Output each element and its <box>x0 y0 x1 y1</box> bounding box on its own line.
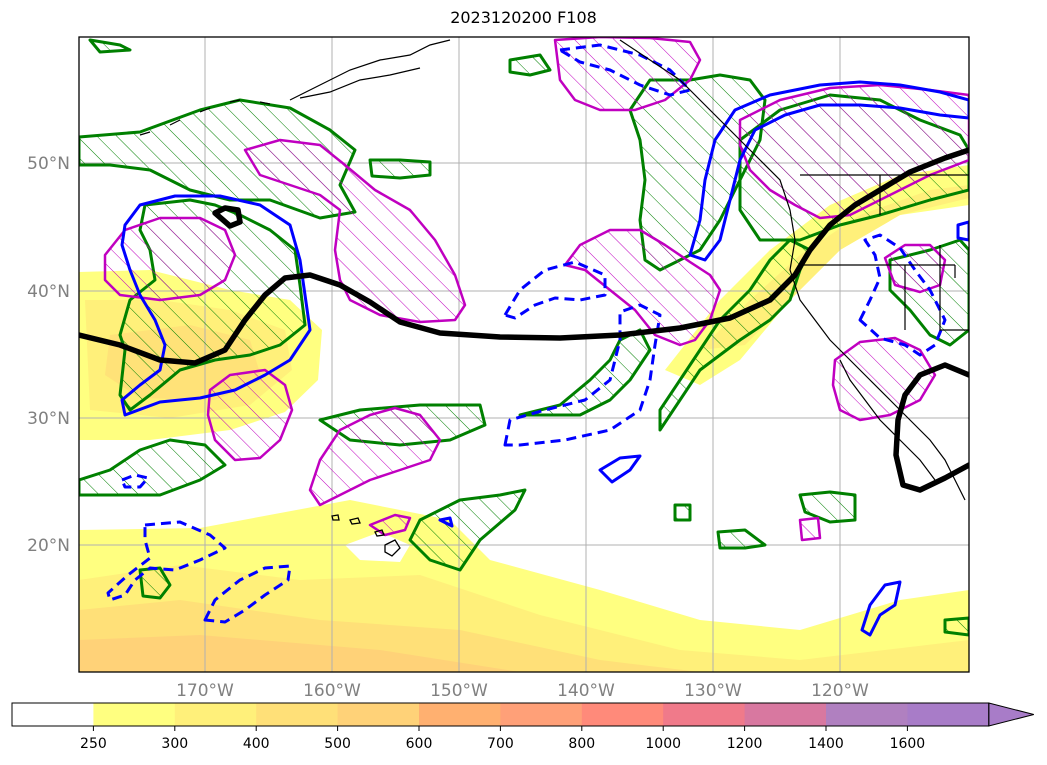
magenta-region-nw-coast <box>738 83 969 220</box>
magenta-region-small <box>798 516 822 542</box>
green-region-small-g <box>943 616 969 637</box>
blue-contour-small-c <box>956 220 969 242</box>
blue-solid-contours <box>120 80 969 637</box>
blue-contour-small-a <box>598 454 642 484</box>
map-title: 2023120200 F108 <box>450 8 597 27</box>
green-region-small-b <box>798 490 857 524</box>
lon-label-150w: 150°W <box>430 681 488 701</box>
green-region-central <box>518 328 652 417</box>
magenta-region-subtropic <box>308 406 442 507</box>
colorbar-label-3: 500 <box>324 736 351 752</box>
colorbar-segment-1 <box>93 703 176 726</box>
lat-label-20: 20°N <box>27 536 70 556</box>
lon-label-130w: 130°W <box>684 681 742 701</box>
lat-labels: 20°N 30°N 40°N 50°N <box>27 154 70 556</box>
island-maui <box>374 529 385 537</box>
colorbar-label-10: 1600 <box>890 736 926 752</box>
lat-label-40: 40°N <box>27 282 70 302</box>
island-big <box>384 539 401 557</box>
coastline-gulf-alaska <box>619 39 966 501</box>
map-plot-area <box>79 37 969 672</box>
colorbar-segment-5 <box>419 703 501 726</box>
magenta-region-gulf-alaska <box>553 37 702 112</box>
jet-axis-small-loop <box>212 205 243 229</box>
green-region-hawaii <box>408 488 527 572</box>
jet-axis-main <box>79 147 969 366</box>
blue-dashed-central <box>503 260 607 320</box>
blue-contour-small-b <box>860 580 902 637</box>
colorbar-segment-11 <box>907 703 990 726</box>
colorbar: 250 300 400 500 600 700 800 1000 1200 1400 1600 <box>11 702 1034 752</box>
green-region-small-a <box>368 158 432 180</box>
blue-dashed-south-a <box>106 520 227 602</box>
green-region-south-west <box>79 438 227 497</box>
magenta-contours <box>103 37 969 542</box>
state-borders <box>800 174 969 331</box>
colorbar-extend-arrow <box>988 702 1034 727</box>
lon-label-160w: 160°W <box>303 681 361 701</box>
colorbar-segment-8 <box>663 703 746 726</box>
island-oahu <box>349 517 361 525</box>
coastlines <box>139 39 969 501</box>
magenta-region-central <box>563 228 722 347</box>
green-region-small-h <box>673 503 692 522</box>
colorbar-segment-9 <box>744 703 827 726</box>
blue-contour-coast <box>688 80 969 262</box>
green-region-small-c <box>716 528 767 550</box>
colorbar-segment-7 <box>581 703 664 726</box>
colorbar-segment-4 <box>337 703 420 726</box>
colorbar-segment-6 <box>500 703 583 726</box>
coastline-alaska <box>289 39 451 101</box>
green-region-small-f <box>88 38 132 54</box>
blue-dashed-contours <box>106 43 947 624</box>
coastline-baja <box>839 359 936 481</box>
colorbar-label-0: 250 <box>80 736 107 752</box>
blue-dashed-subtropic <box>503 303 662 447</box>
colorbar-segment-0 <box>12 703 94 726</box>
colorbar-label-2: 400 <box>243 736 270 752</box>
magenta-region-west <box>103 216 237 302</box>
lon-labels: 170°W 160°W 150°W 140°W 130°W 120°W <box>176 681 869 701</box>
jet-axis <box>79 147 969 493</box>
blue-contour-small-d <box>438 516 454 528</box>
island-kauai <box>331 514 340 521</box>
colorbar-label-6: 800 <box>568 736 595 752</box>
colorbar-label-9: 1400 <box>808 736 844 752</box>
colorbar-label-8: 1200 <box>727 736 763 752</box>
blue-dashed-california <box>858 233 947 357</box>
colorbar-segment-10 <box>826 703 908 726</box>
lon-label-120w: 120°W <box>811 681 869 701</box>
lon-label-140w: 140°W <box>557 681 615 701</box>
green-region-small-e <box>508 53 552 77</box>
green-region-ar-south <box>658 238 812 432</box>
blue-dashed-gulf <box>558 43 692 97</box>
hawaiian-islands <box>331 514 401 557</box>
blue-dashed-west-small <box>120 473 150 489</box>
lat-label-30: 30°N <box>27 409 70 429</box>
magenta-region-north-pacific <box>243 138 467 324</box>
coastline-aleutian-islands <box>139 99 271 136</box>
colorbar-label-7: 1000 <box>645 736 681 752</box>
lat-label-50: 50°N <box>27 154 70 174</box>
blue-dashed-south-b <box>203 564 292 624</box>
ivt-fill-south-max <box>79 635 520 672</box>
colorbar-label-1: 300 <box>161 736 188 752</box>
plot-frame <box>78 36 970 673</box>
colorbar-segment-3 <box>256 703 339 726</box>
colorbar-segment-2 <box>174 703 257 726</box>
jet-axis-closed-low <box>893 362 969 493</box>
magenta-region-baja <box>831 336 937 422</box>
colorbar-label-5: 700 <box>487 736 514 752</box>
colorbar-label-4: 600 <box>406 736 433 752</box>
lon-label-170w: 170°W <box>176 681 234 701</box>
blue-contour-west <box>120 194 312 417</box>
